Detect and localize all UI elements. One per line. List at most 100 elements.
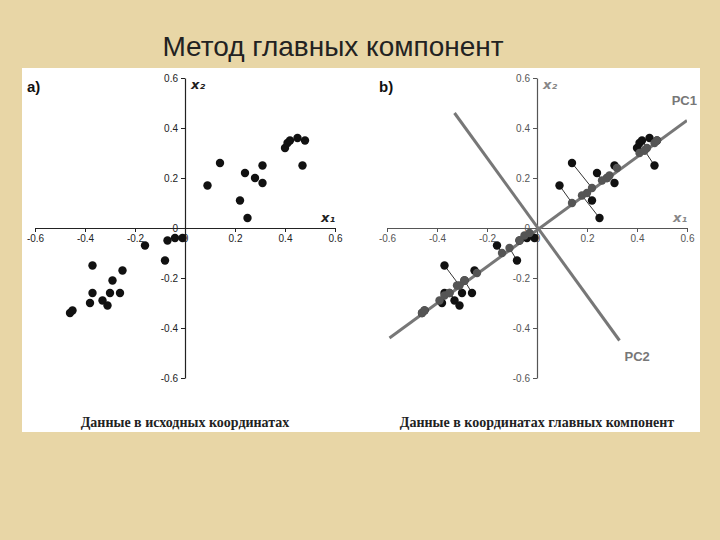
tick-mark — [533, 278, 537, 279]
data-point — [216, 159, 224, 167]
data-point — [578, 191, 586, 199]
tick-mark — [335, 228, 336, 232]
tick-label: 0 — [172, 223, 178, 234]
data-point — [653, 136, 661, 144]
data-point — [88, 289, 96, 297]
tick-mark — [687, 228, 688, 232]
tick-label: -0.6 — [27, 233, 45, 244]
tick-label: 0.2 — [581, 233, 595, 244]
page-title: Метод главных компонент — [162, 31, 503, 62]
data-point — [293, 134, 301, 142]
plot-marks — [390, 113, 688, 341]
data-point — [286, 136, 294, 144]
data-point — [163, 236, 171, 244]
tick: 0.2 — [164, 173, 185, 184]
chart-panel: b)Данные в координатах главных компонент… — [379, 73, 697, 430]
data-point — [108, 276, 116, 284]
data-point — [88, 261, 96, 269]
data-point — [445, 289, 453, 297]
data-point — [203, 181, 211, 189]
data-point — [68, 306, 76, 314]
tick-label: 0.2 — [164, 173, 178, 184]
data-point — [243, 214, 251, 222]
data-point — [445, 289, 453, 297]
axis-name: PC2 — [625, 349, 650, 364]
data-point — [605, 171, 613, 179]
tick-mark — [181, 178, 185, 179]
data-point — [241, 169, 249, 177]
data-point — [460, 276, 468, 284]
data-point — [455, 301, 463, 309]
data-point — [141, 241, 149, 249]
data-point — [161, 256, 169, 264]
tick-label: -0.6 — [161, 373, 179, 384]
tick: -0.2 — [127, 228, 145, 244]
tick: 0.2 — [229, 228, 243, 244]
tick: -0.4 — [429, 228, 447, 244]
data-point — [420, 306, 428, 314]
data-point — [568, 199, 576, 207]
data-point — [468, 289, 476, 297]
data-point — [458, 289, 466, 297]
tick-mark — [587, 228, 588, 232]
data-point — [595, 214, 603, 222]
tick-label: 0.6 — [329, 233, 343, 244]
projection-line — [582, 196, 600, 219]
canvas: Метод главных компонентa)Данные в исходн… — [0, 0, 720, 540]
data-point — [593, 169, 601, 177]
tick: -0.2 — [161, 273, 185, 284]
data-point — [301, 136, 309, 144]
tick: 0 — [172, 223, 185, 234]
data-point — [460, 276, 468, 284]
tick-mark — [135, 228, 136, 232]
data-point — [493, 241, 501, 249]
tick: -0.4 — [513, 323, 537, 334]
tick-mark — [387, 228, 388, 232]
x-axis-title: x₁ — [320, 210, 335, 225]
panel-label: a) — [27, 78, 40, 95]
data-point — [498, 249, 506, 257]
tick-mark — [533, 128, 537, 129]
panel-background — [22, 68, 700, 432]
tick-label: 0.4 — [164, 123, 178, 134]
data-point — [116, 289, 124, 297]
tick-mark — [181, 128, 185, 129]
tick-label: -0.6 — [379, 233, 397, 244]
tick-mark — [35, 228, 36, 232]
data-point — [103, 301, 111, 309]
tick-mark — [533, 328, 537, 329]
tick: -0.2 — [479, 228, 497, 244]
tick: 0.6 — [164, 73, 185, 84]
data-point — [650, 161, 658, 169]
y-axis: -0.6-0.4-0.200.20.40.6 — [161, 73, 186, 384]
data-point — [106, 289, 114, 297]
tick-mark — [181, 328, 185, 329]
tick-label: -0.4 — [77, 233, 95, 244]
tick-mark — [437, 228, 438, 232]
tick-label: -0.2 — [479, 233, 497, 244]
tick-label: 0.2 — [229, 233, 243, 244]
tick-mark — [181, 378, 185, 379]
data-point — [568, 159, 576, 167]
background — [0, 0, 720, 540]
axis-name: PC1 — [672, 93, 697, 108]
tick-mark — [285, 228, 286, 232]
data-point — [513, 256, 521, 264]
tick-label: -0.2 — [513, 273, 531, 284]
data-point — [171, 234, 179, 242]
plot-marks — [66, 134, 309, 317]
x-axis: -0.6-0.4-0.200.20.40.6 — [27, 228, 343, 244]
tick: -0.6 — [161, 373, 185, 384]
tick-mark — [181, 278, 185, 279]
tick: 0.2 — [516, 173, 537, 184]
tick: 0.4 — [516, 123, 537, 134]
tick-label: -0.2 — [127, 233, 145, 244]
tick: 0.2 — [581, 228, 595, 244]
data-point — [298, 161, 306, 169]
data-point — [178, 234, 186, 242]
data-point — [118, 266, 126, 274]
data-point — [653, 136, 661, 144]
panel-label: b) — [379, 78, 393, 95]
tick: 0.4 — [164, 123, 185, 134]
tick: -0.2 — [513, 273, 537, 284]
